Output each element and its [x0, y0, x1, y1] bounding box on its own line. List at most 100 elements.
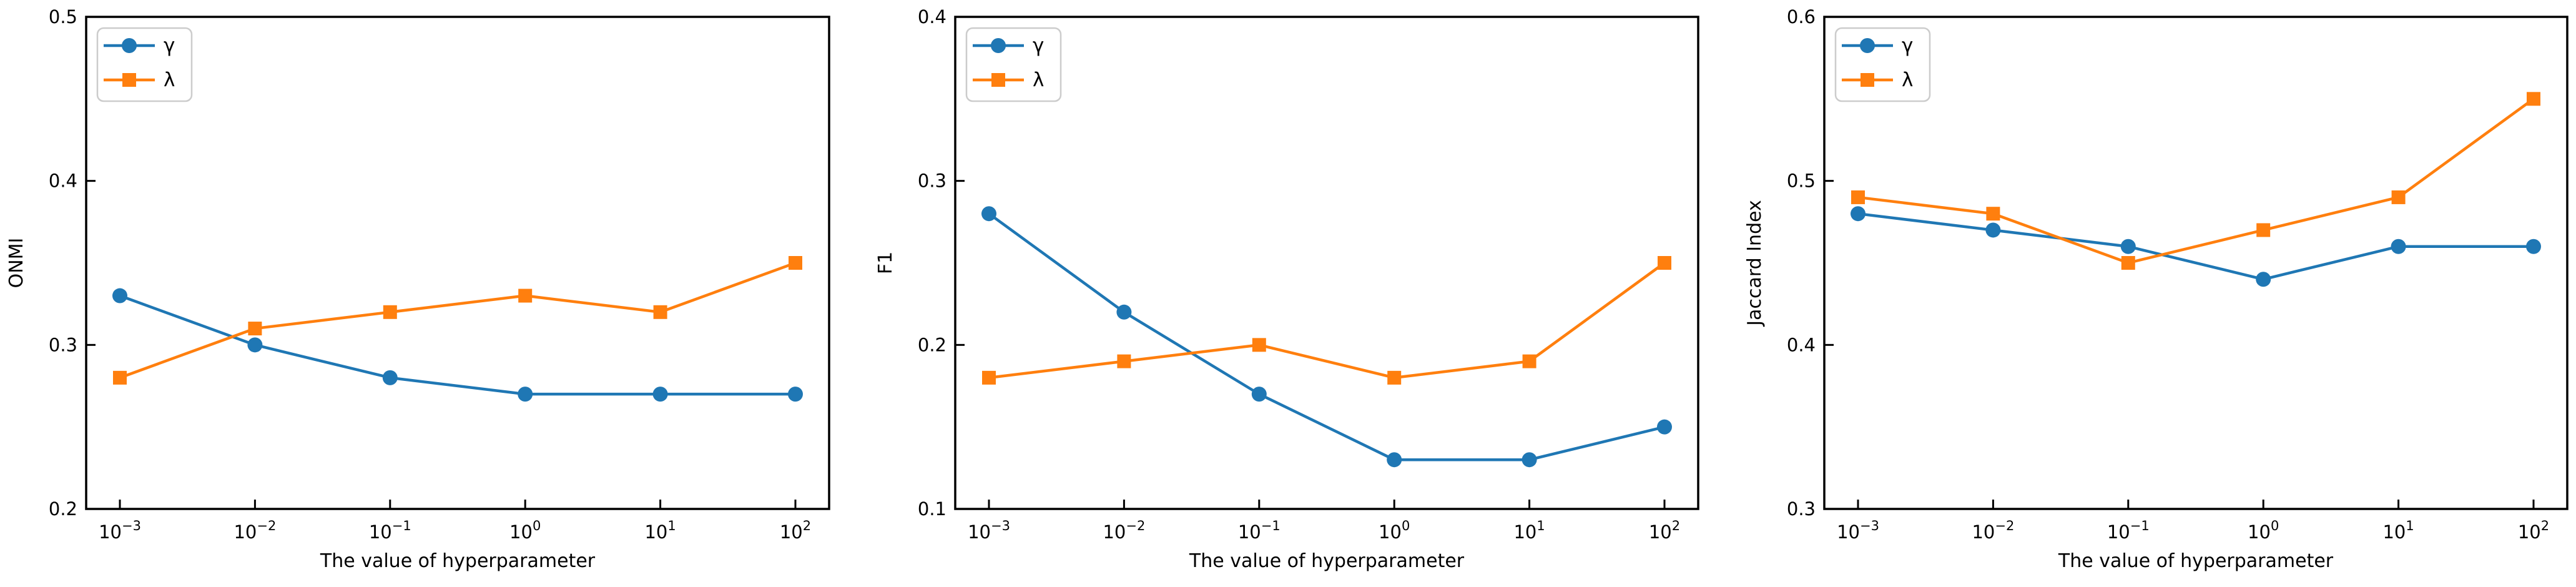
marker-gamma	[2391, 239, 2406, 254]
marker-lambda	[2256, 223, 2271, 237]
marker-lambda	[383, 305, 397, 319]
x-tick-label: 102	[2518, 518, 2549, 543]
x-tick-label: 101	[1513, 518, 1545, 543]
legend-marker-lambda	[122, 73, 136, 87]
marker-gamma	[652, 387, 668, 402]
y-axis-label: ONMI	[6, 238, 27, 289]
y-tick-label: 0.5	[1787, 170, 1816, 192]
marker-gamma	[1657, 419, 1672, 435]
series-line-lambda	[118, 261, 797, 380]
marker-gamma	[1851, 206, 1866, 222]
y-tick-label: 0.2	[918, 334, 946, 355]
y-tick-label: 0.3	[1787, 498, 1816, 520]
marker-lambda	[113, 370, 127, 385]
plot-frame	[85, 16, 830, 510]
plot-frame	[1823, 16, 2569, 510]
x-tick-label: 10−2	[1103, 518, 1145, 543]
chart-jaccard-index: 0.3 0.4 0.5 0.6 10−3 10−2 10−1 100 101 102 The val…	[1744, 6, 2569, 572]
y-tick-label: 0.6	[1787, 6, 1816, 27]
x-tick-label: 10−1	[1238, 518, 1281, 543]
y-tick-label: 0.1	[918, 498, 946, 520]
x-tick-label: 100	[509, 518, 541, 543]
marker-lambda	[982, 370, 996, 385]
x-tick-label: 10−3	[968, 518, 1010, 543]
series-line-lambda	[987, 261, 1666, 380]
marker-gamma	[112, 288, 127, 303]
marker-gamma	[247, 337, 263, 353]
y-tick-label: 0.4	[49, 170, 77, 192]
legend-marker-lambda	[1861, 73, 1874, 87]
marker-gamma	[2526, 239, 2541, 254]
x-tick-label: 10−2	[1972, 518, 2014, 543]
x-tick-label: 10−1	[369, 518, 411, 543]
marker-lambda	[248, 322, 262, 336]
marker-gamma	[1251, 387, 1267, 402]
y-tick-label: 0.4	[918, 6, 946, 27]
panel-f1: 0.1 0.2 0.3 0.4 10−3 10−2 10−1 100 101 102 The val…	[869, 0, 1707, 587]
x-tick-label: 10−3	[1837, 518, 1879, 543]
y-tick-label: 0.4	[1787, 334, 1816, 355]
series-line-gamma	[118, 294, 797, 396]
series-line-gamma	[1856, 212, 2535, 281]
x-tick-label: 102	[1649, 518, 1680, 543]
legend-label-lambda: λ	[1902, 69, 1913, 91]
panel-onmi: 0.2 0.3 0.4 0.5 10−3 10−2 10−1 100 101 102 The val…	[0, 0, 838, 587]
marker-lambda	[1252, 338, 1266, 352]
marker-gamma	[981, 206, 996, 222]
legend-box	[96, 27, 193, 102]
x-axis-label: The value of hyperparameter	[320, 550, 596, 572]
marker-gamma	[518, 387, 533, 402]
marker-lambda	[1658, 256, 1671, 270]
legend-label-gamma: γ	[1902, 34, 1913, 57]
y-axis-label: Jaccard Index	[1744, 200, 1766, 327]
marker-gamma	[1522, 452, 1537, 468]
marker-lambda	[789, 256, 802, 270]
legend-marker-gamma	[991, 38, 1006, 53]
marker-lambda	[518, 289, 533, 303]
legend-marker-gamma	[1860, 38, 1875, 53]
legend-marker-gamma	[122, 38, 137, 53]
marker-gamma	[1387, 452, 1402, 468]
marker-lambda	[1986, 207, 2000, 221]
legend-label-lambda: λ	[1033, 69, 1044, 91]
y-axis-label: F1	[875, 252, 897, 274]
x-axis-label: The value of hyperparameter	[1189, 550, 1465, 572]
x-tick-label: 10−3	[99, 518, 141, 543]
marker-lambda	[653, 305, 667, 319]
x-tick-label: 101	[2382, 518, 2414, 543]
marker-gamma	[382, 370, 398, 385]
legend-box	[1834, 27, 1931, 102]
marker-lambda	[1387, 370, 1402, 385]
y-tick-label: 0.5	[49, 6, 77, 27]
marker-gamma	[2120, 239, 2136, 254]
plot-frame	[954, 16, 1699, 510]
marker-gamma	[1116, 304, 1132, 320]
marker-gamma	[788, 387, 803, 402]
panel-jaccard-index: 0.3 0.4 0.5 0.6 10−3 10−2 10−1 100 101 102 The val…	[1738, 0, 2576, 587]
marker-lambda	[1851, 190, 1865, 204]
legend-label-lambda: λ	[164, 69, 175, 91]
legend-label-gamma: γ	[1033, 34, 1044, 57]
x-tick-label: 100	[2248, 518, 2279, 543]
marker-lambda	[1117, 354, 1131, 368]
x-tick-label: 101	[644, 518, 676, 543]
marker-gamma	[1985, 222, 2001, 238]
marker-lambda	[2391, 190, 2406, 204]
y-tick-label: 0.3	[918, 170, 946, 192]
x-axis-label: The value of hyperparameter	[2058, 550, 2334, 572]
x-tick-label: 10−2	[234, 518, 276, 543]
marker-lambda	[1522, 354, 1536, 368]
x-tick-label: 10−1	[2107, 518, 2150, 543]
marker-lambda	[2527, 92, 2540, 106]
legend-marker-lambda	[991, 73, 1005, 87]
legend-label-gamma: γ	[164, 34, 175, 57]
x-tick-label: 102	[780, 518, 811, 543]
marker-gamma	[2256, 272, 2271, 287]
marker-lambda	[2121, 256, 2135, 270]
chart-onmi: 0.2 0.3 0.4 0.5 10−3 10−2 10−1 100 101 102 The val…	[6, 6, 830, 572]
chart-f1: 0.1 0.2 0.3 0.4 10−3 10−2 10−1 100 101 102 The val…	[875, 6, 1699, 572]
y-tick-label: 0.2	[49, 498, 77, 520]
series-line-lambda	[1856, 97, 2535, 265]
legend-box	[965, 27, 1062, 102]
x-tick-label: 100	[1379, 518, 1410, 543]
